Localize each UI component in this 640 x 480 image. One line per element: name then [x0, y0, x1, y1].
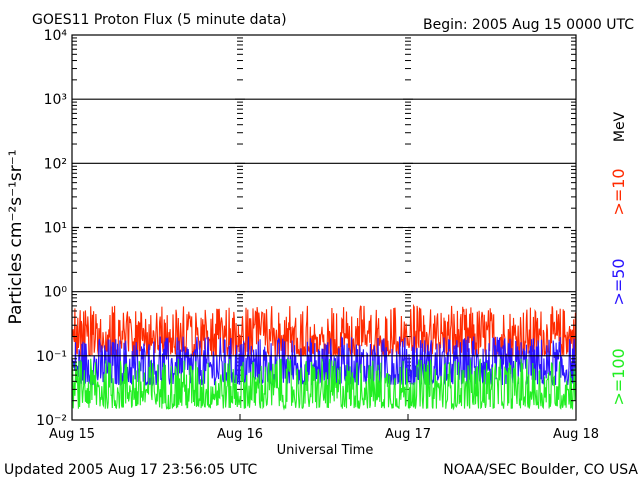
series-line-ge100 [71, 357, 577, 411]
frame-layer [71, 34, 577, 421]
series-line-ge50 [71, 336, 577, 388]
chart-title: GOES11 Proton Flux (5 minute data) [32, 12, 287, 28]
legend-ge50-label: >=50 [609, 258, 628, 305]
y-tick-label: 10² [44, 156, 67, 172]
legend-ge100-label: >=100 [609, 348, 628, 405]
x-tick-label: Aug 15 [49, 427, 95, 442]
x-tick-label: Aug 16 [217, 427, 263, 442]
updated-label: Updated 2005 Aug 17 23:56:05 UTC [4, 462, 257, 478]
plot-frame [71, 34, 577, 421]
begin-label: Begin: 2005 Aug 15 0000 UTC [423, 17, 634, 33]
series-line-ge10 [71, 303, 577, 358]
y-axis-title: Particles cm⁻²s⁻¹sr⁻¹ [6, 149, 26, 324]
series-layer [71, 303, 577, 411]
x-tick-label: Aug 17 [385, 427, 431, 442]
y-tick-label: 10⁻¹ [36, 349, 67, 365]
y-tick-label: 10¹ [44, 221, 67, 237]
y-tick-label: 10³ [44, 92, 67, 108]
y-tick-label: 10⁰ [44, 285, 68, 301]
legend-ge10-label: >=10 [609, 168, 628, 215]
tick-label-layer: 10⁻² 10⁻¹ 10⁰ 10¹ 10² 10³ 10⁴ Aug 15 Aug 16 Aug 1… [36, 28, 599, 442]
x-tick-label: Aug 18 [553, 427, 599, 442]
x-axis-title: Universal Time [277, 443, 374, 458]
source-label: NOAA/SEC Boulder, CO USA [443, 462, 638, 478]
y-tick-label: 10⁻² [36, 413, 67, 429]
y-tick-label: 10⁴ [44, 28, 68, 44]
legend-unit-label: MeV [612, 111, 628, 142]
